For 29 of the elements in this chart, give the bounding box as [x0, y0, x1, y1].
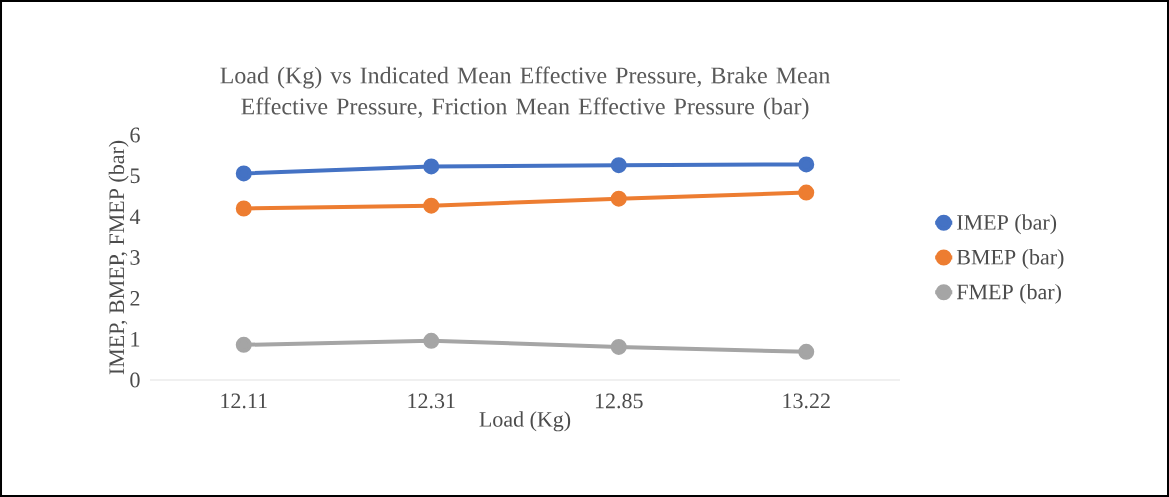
y-tick-label: 6 [130, 127, 140, 143]
point [423, 332, 440, 349]
point [610, 190, 627, 207]
y-tick-label: 3 [130, 250, 140, 265]
x-tick-label: 12.31 [408, 393, 455, 409]
x-tick-label: 12.11 [221, 393, 267, 409]
legend-label: FMEP (bar) [956, 283, 1061, 304]
point [235, 336, 252, 353]
y-tick-label: 2 [130, 291, 140, 306]
point [423, 197, 440, 214]
y-tick-label: 5 [130, 168, 140, 184]
chart-title: Load (Kg) vs Indicated Mean Effective Pressure, Brake Mean Effective Pressure, Friction Mean Effective Pressure (bar) [220, 66, 831, 120]
point [798, 343, 815, 360]
point [610, 157, 627, 174]
point [610, 338, 627, 355]
point [798, 184, 815, 201]
point [423, 158, 440, 175]
legend-label: IMEP (bar) [957, 214, 1057, 235]
y-tick-label: 1 [131, 331, 140, 347]
y-tick-label: 4 [129, 209, 141, 224]
point [798, 156, 815, 173]
x-tick-label: 13.22 [783, 393, 830, 409]
point [235, 165, 252, 182]
y-axis-title: IMEP, BMEP, FMEP (bar) [108, 140, 129, 375]
legend-label: BMEP (bar) [956, 249, 1064, 270]
y-tick-label: 0 [130, 372, 140, 388]
point [235, 200, 252, 217]
x-axis-title: Load (Kg) [479, 411, 571, 432]
x-tick-label: 12.85 [595, 393, 643, 409]
